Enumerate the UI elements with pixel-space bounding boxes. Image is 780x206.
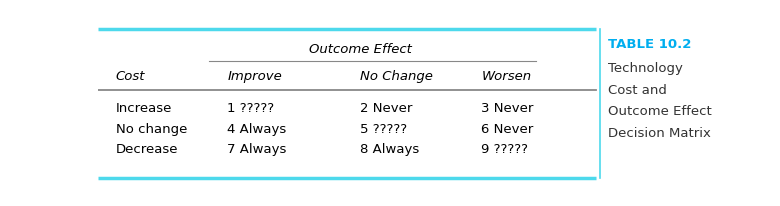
Text: 8 Always: 8 Always bbox=[360, 143, 420, 156]
Text: 1 ?????: 1 ????? bbox=[228, 102, 275, 115]
Text: 9 ?????: 9 ????? bbox=[481, 143, 528, 156]
Text: 4 Always: 4 Always bbox=[228, 122, 287, 135]
Text: No Change: No Change bbox=[360, 70, 434, 83]
Text: Cost and: Cost and bbox=[608, 83, 667, 96]
Text: 5 ?????: 5 ????? bbox=[360, 122, 408, 135]
Text: Outcome Effect: Outcome Effect bbox=[309, 43, 412, 56]
Text: Decrease: Decrease bbox=[115, 143, 178, 156]
Text: No change: No change bbox=[115, 122, 187, 135]
Text: TABLE 10.2: TABLE 10.2 bbox=[608, 38, 692, 51]
Text: Increase: Increase bbox=[115, 102, 172, 115]
Text: 3 Never: 3 Never bbox=[481, 102, 534, 115]
Text: 7 Always: 7 Always bbox=[228, 143, 287, 156]
Text: Decision Matrix: Decision Matrix bbox=[608, 126, 711, 139]
Text: 6 Never: 6 Never bbox=[481, 122, 534, 135]
Text: Improve: Improve bbox=[228, 70, 282, 83]
Text: Technology: Technology bbox=[608, 62, 683, 75]
Text: Cost: Cost bbox=[115, 70, 145, 83]
Text: 2 Never: 2 Never bbox=[360, 102, 413, 115]
Text: Worsen: Worsen bbox=[481, 70, 531, 83]
Text: Outcome Effect: Outcome Effect bbox=[608, 105, 712, 118]
